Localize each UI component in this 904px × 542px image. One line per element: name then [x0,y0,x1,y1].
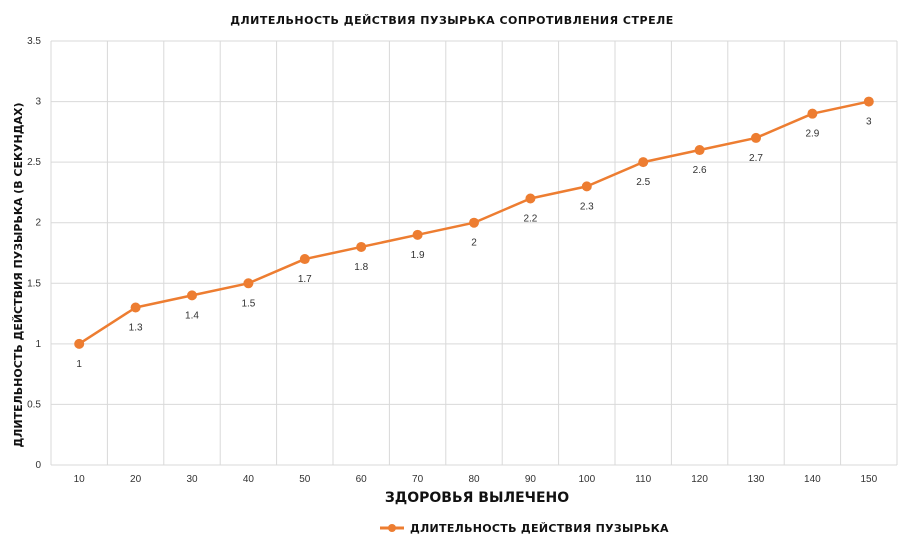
data-point [638,157,649,168]
x-tick-label: 150 [860,474,877,485]
data-label: 2.5 [636,177,650,188]
data-label: 2 [471,238,477,249]
data-label: 2.9 [805,129,819,140]
x-tick-label: 120 [691,474,708,485]
y-tick-label: 3.5 [27,36,41,47]
data-point [412,229,423,240]
y-tick-label: 2 [35,218,41,229]
y-tick-label: 0 [35,460,41,471]
data-label: 2.3 [580,201,594,212]
data-point [299,254,310,265]
x-tick-label: 20 [130,474,142,485]
y-tick-label: 3 [35,97,41,108]
data-label: 2.7 [749,153,763,164]
x-tick-label: 50 [299,474,311,485]
x-tick-label: 70 [412,474,424,485]
data-label: 2.2 [523,213,537,224]
data-label: 1.7 [298,274,312,285]
x-axis-title: ЗДОРОВЬЯ ВЫЛЕЧЕНО [385,490,569,506]
data-label: 1.9 [411,250,425,261]
x-tick-label: 30 [186,474,198,485]
x-tick-label: 40 [243,474,255,485]
legend: ДЛИТЕЛЬНОСТЬ ДЕЙСТВИЯ ПУЗЫРЬКА [380,522,669,535]
grid [50,40,898,466]
x-axis-ticks: 10 20 30 40 50 60 70 80 90 100 110 120 130 140 150 [74,474,878,485]
data-point [74,338,85,349]
y-tick-label: 1 [35,339,41,350]
data-point [694,145,705,156]
data-point [807,108,818,119]
data-point [243,278,254,289]
data-point [581,181,592,192]
x-tick-label: 140 [804,474,821,485]
series-layer [74,96,874,349]
x-tick-label: 80 [468,474,480,485]
data-label: 1 [76,359,82,370]
data-labels: 1 1.3 1.4 1.5 1.7 1.8 1.9 2 2.2 2.3 2.5 2.6 2.7 2.9 3 [76,117,872,370]
data-point [751,132,761,143]
data-label: 1.8 [354,262,368,273]
data-label: 2.6 [693,165,707,176]
data-label: 3 [866,117,872,128]
x-tick-label: 100 [578,474,595,485]
data-point [525,193,536,204]
data-point [863,96,874,107]
x-tick-label: 90 [525,474,537,485]
y-tick-label: 0.5 [27,399,41,410]
legend-label: ДЛИТЕЛЬНОСТЬ ДЕЙСТВИЯ ПУЗЫРЬКА [410,522,669,535]
y-axis-title: ДЛИТЕЛЬНОСТЬ ДЕЙСТВИЯ ПУЗЫРЬКА (В СЕКУНД… [12,102,25,447]
data-point [356,241,367,252]
data-label: 1.3 [129,323,143,334]
y-tick-label: 2.5 [27,157,41,168]
x-tick-label: 10 [74,474,86,485]
legend-marker [388,524,396,532]
x-tick-label: 110 [635,474,651,485]
data-point [187,290,197,301]
data-label: 1.5 [241,298,255,309]
data-point [469,217,479,228]
y-axis-ticks: 0 0.5 1 1.5 2 2.5 3 3.5 [27,36,41,471]
x-tick-label: 60 [356,474,368,485]
chart-title: ДЛИТЕЛЬНОСТЬ ДЕЙСТВИЯ ПУЗЫРЬКА СОПРОТИВЛ… [230,14,674,27]
x-tick-label: 130 [748,474,765,485]
y-tick-label: 1.5 [27,278,41,289]
data-label: 1.4 [185,310,199,321]
data-point [130,302,141,313]
